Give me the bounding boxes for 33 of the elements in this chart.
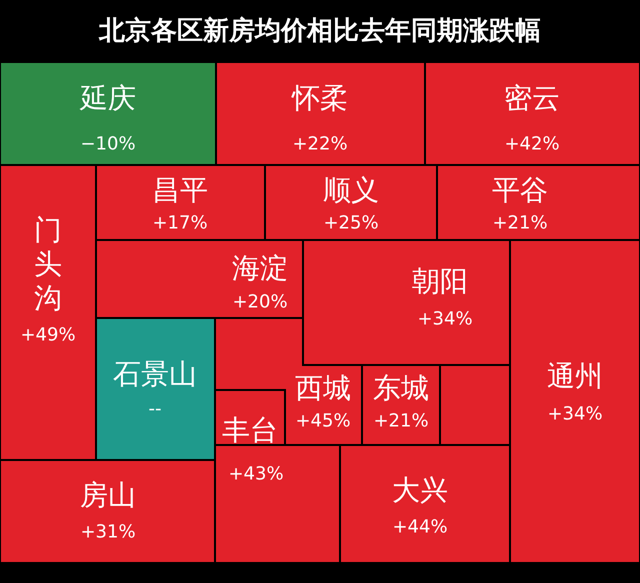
category-label: 密云 bbox=[504, 81, 560, 114]
data-label: +42% bbox=[504, 134, 560, 155]
category-label: 丰台 bbox=[222, 413, 278, 446]
data-label: +22% bbox=[292, 134, 348, 155]
data-label: +17% bbox=[152, 212, 208, 234]
data-label: +21% bbox=[492, 212, 548, 234]
category-label: 门头沟 bbox=[34, 213, 62, 314]
data-label: −10% bbox=[80, 134, 136, 155]
category-label: 大兴 bbox=[392, 473, 448, 506]
category-label: 顺义 bbox=[323, 173, 379, 206]
category-label: 平谷 bbox=[492, 173, 548, 206]
data-label: +43% bbox=[228, 464, 284, 485]
data-label: +45% bbox=[295, 410, 351, 432]
category-label: 海淀 bbox=[232, 251, 288, 284]
data-label: -- bbox=[148, 398, 162, 420]
data-label: +34% bbox=[547, 404, 603, 425]
category-label: 房山 bbox=[80, 478, 136, 512]
category-label: 朝阳 bbox=[412, 264, 468, 298]
category-label: 延庆 bbox=[79, 81, 136, 114]
data-label: +20% bbox=[232, 292, 288, 313]
category-label: 昌平 bbox=[152, 173, 208, 206]
category-label: 石景山 bbox=[113, 357, 197, 390]
data-label: +21% bbox=[373, 410, 429, 432]
data-label: +31% bbox=[80, 522, 136, 543]
data-label: +34% bbox=[417, 308, 473, 330]
category-label: 西城 bbox=[295, 371, 351, 404]
data-label: +25% bbox=[323, 212, 379, 234]
category-label: 怀柔 bbox=[291, 81, 348, 114]
data-label: +44% bbox=[392, 516, 448, 538]
category-label: 通州 bbox=[547, 359, 603, 392]
text: 北京各区新房均价相比去年同期涨跌幅 bbox=[98, 16, 541, 46]
category-label: 东城 bbox=[373, 371, 429, 404]
data-label: +49% bbox=[20, 324, 76, 346]
